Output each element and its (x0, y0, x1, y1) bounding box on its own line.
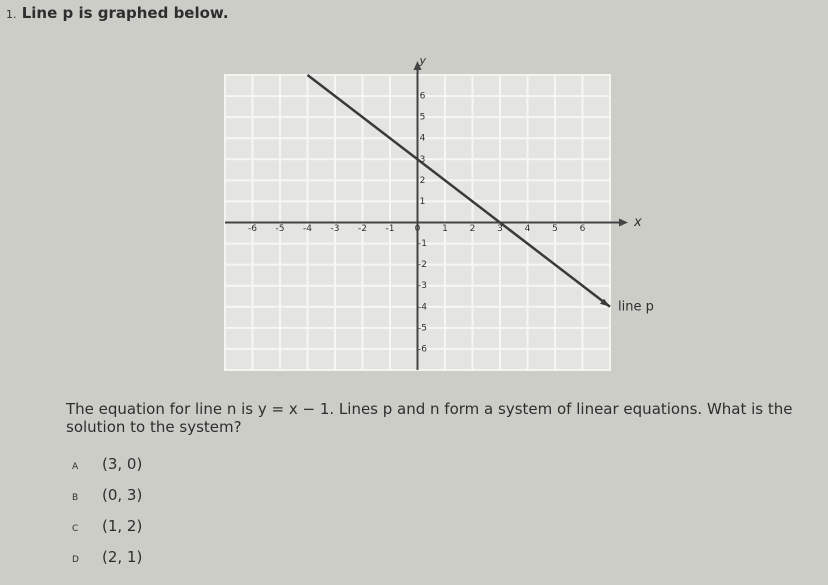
choice-text: (2, 1) (102, 548, 143, 566)
y-tick-label: 3 (420, 155, 426, 165)
line-label: line p (618, 299, 654, 314)
x-tick-label: -2 (358, 224, 367, 234)
choice-text: (1, 2) (102, 517, 143, 535)
choice-letter: C (72, 524, 79, 534)
choice-text: (3, 0) (102, 455, 143, 473)
y-tick-label: -3 (418, 281, 427, 291)
x-tick-label: 4 (525, 224, 531, 234)
y-tick-label: 1 (420, 197, 426, 207)
choice[interactable]: C (1, 2) (72, 517, 142, 535)
x-tick-label: -3 (331, 224, 340, 234)
y-tick-label: -6 (418, 344, 427, 354)
y-tick-label: 5 (420, 113, 426, 123)
choice[interactable]: D (2, 1) (72, 548, 142, 566)
y-tick-label: -5 (418, 323, 427, 333)
y-arrow (413, 61, 422, 70)
choice-text: (0, 3) (102, 486, 143, 504)
question-header: 1. Line p is graphed below. (6, 4, 229, 22)
y-tick-label: 6 (420, 92, 426, 102)
x-tick-label: 1 (442, 224, 448, 234)
choice[interactable]: B (0, 3) (72, 486, 142, 504)
x-arrow (619, 218, 628, 227)
y-tick-label: -2 (418, 260, 427, 270)
x-tick-label: -6 (248, 224, 257, 234)
y-tick-label: 2 (420, 176, 426, 186)
x-tick-label: -1 (386, 224, 395, 234)
data-line (306, 74, 611, 308)
choice[interactable]: A (3, 0) (72, 455, 142, 473)
y-tick-label: 4 (420, 134, 426, 144)
x-tick-label: 5 (552, 224, 558, 234)
choice-letter: D (72, 555, 79, 565)
x-tick-label: 2 (470, 224, 476, 234)
question-prompt: Line p is graphed below. (21, 4, 229, 22)
x-tick-label: -4 (303, 224, 312, 234)
y-tick-label: -4 (418, 302, 427, 312)
x-tick-label: 6 (580, 224, 586, 234)
x-tick-label: 3 (497, 224, 503, 234)
y-tick-label: -1 (418, 239, 427, 249)
x-tick-label: -5 (276, 224, 285, 234)
y-axis-label: y (419, 54, 427, 67)
choice-letter: B (72, 493, 79, 503)
line-arrow (600, 298, 610, 307)
x-axis-label: x (633, 215, 642, 230)
question-number: 1. (6, 8, 17, 21)
question-text: The equation for line n is y = x − 1. Li… (66, 400, 793, 436)
choice-letter: A (72, 462, 79, 472)
